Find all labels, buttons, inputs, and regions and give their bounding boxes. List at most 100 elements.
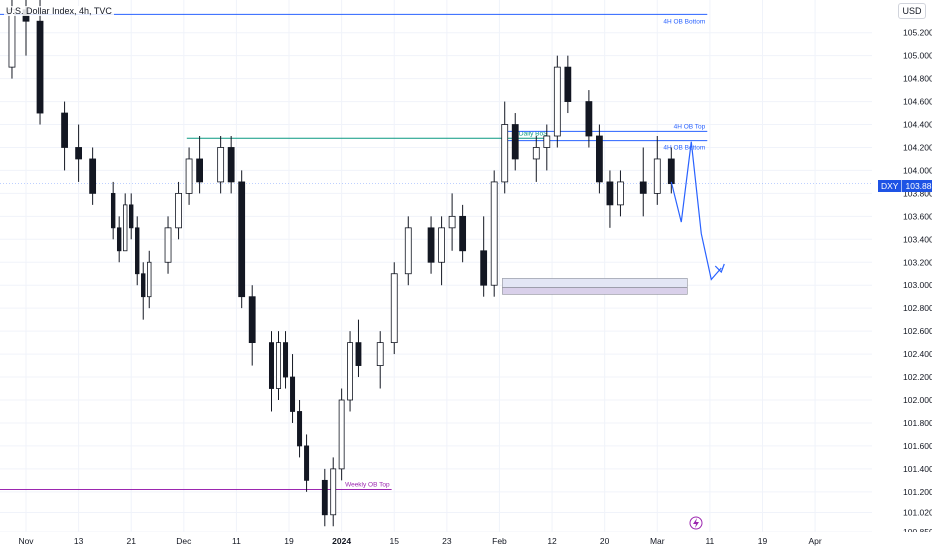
y-tick-label: 102.600 (903, 326, 932, 336)
candle-body (376, 342, 384, 366)
price-tag-symbol: DXY (878, 180, 902, 192)
candle-body (564, 66, 572, 102)
icon-layer (689, 516, 703, 530)
projection-path[interactable] (670, 141, 722, 281)
candle-body (653, 158, 661, 194)
plot-background (0, 0, 872, 532)
last-price-tag: DXY 103.885 (878, 180, 932, 192)
candle-body (238, 181, 246, 298)
candle-body (606, 181, 614, 206)
candle-body (129, 204, 134, 229)
candle-body (438, 227, 445, 263)
x-axis[interactable]: Nov 13 21 Dec 11 19 2024 15 23 Feb 12 20 Mar 11 19 Apr (0, 532, 932, 550)
candle-body (667, 158, 675, 185)
x-tick-label: 13 (74, 536, 84, 546)
candle-body (459, 215, 467, 252)
level-label: 4H OB Top (674, 123, 706, 130)
level-label: Daily BoS (519, 130, 548, 137)
candle-body (290, 376, 296, 412)
x-tick-label: 15 (390, 536, 400, 546)
candle-body (448, 215, 456, 229)
y-tick-label: 103.600 (903, 211, 932, 221)
candle-body (268, 342, 274, 389)
y-tick-label: 104.200 (903, 142, 932, 152)
arrow-icon (714, 263, 725, 274)
candle-body (147, 261, 152, 298)
candle-body (61, 112, 68, 148)
y-tick-label: 103.800 (903, 188, 932, 198)
y-tick-label: 101.800 (903, 418, 932, 428)
x-tick-label: Apr (808, 536, 821, 546)
x-tick-label: 12 (547, 536, 557, 546)
currency-button[interactable]: USD (898, 3, 926, 19)
candle-body (283, 342, 289, 378)
candle-body (135, 227, 140, 275)
candle-body (304, 445, 310, 481)
x-axis-background (0, 532, 932, 550)
y-tick-label: 105.200 (903, 28, 932, 38)
y-tick-label: 103.000 (903, 280, 932, 290)
symbol-title: U.S. Dollar Index, 4h, TVC (4, 6, 114, 16)
candle-body (355, 342, 362, 366)
candle-body (390, 273, 398, 344)
x-tick-label: 11 (705, 536, 714, 546)
y-tick-label: 103.400 (903, 234, 932, 244)
x-tick-label: 11 (232, 536, 241, 546)
projection-layer (670, 141, 725, 281)
y-tick-label: 104.800 (903, 74, 932, 84)
candle-body (297, 411, 303, 447)
x-tick-label: 23 (442, 536, 452, 546)
candle-body (617, 181, 624, 206)
candle-body (511, 124, 519, 160)
level-label: 4H OB Bottom (663, 145, 705, 152)
grid-layer (0, 0, 872, 533)
y-tick-label: 101.600 (903, 441, 932, 451)
y-tick-label: 104.400 (903, 120, 932, 130)
candle-body (248, 296, 256, 344)
candle-body (276, 342, 282, 389)
y-tick-label: 102.200 (903, 372, 932, 382)
candle-body (480, 250, 488, 286)
y-tick-label: 103.200 (903, 257, 932, 267)
candle-body (36, 20, 44, 114)
x-tick-label: 19 (758, 536, 768, 546)
candle-body (347, 342, 353, 401)
lightning-icon[interactable] (689, 516, 703, 530)
candle-body (227, 147, 235, 183)
ob-zone[interactable] (502, 278, 688, 288)
price-tag-value: 103.885 (901, 180, 932, 192)
candle-body (164, 227, 172, 263)
y-tick-label: 101.200 (903, 487, 932, 497)
x-tick-label: Nov (18, 536, 34, 546)
x-tick-label: 2024 (332, 536, 351, 546)
y-tick-label: 102.400 (903, 349, 932, 359)
y-tick-label: 102.800 (903, 303, 932, 313)
candle-body (639, 181, 647, 194)
candle-body (110, 192, 116, 229)
x-tick-label: Dec (176, 536, 192, 546)
x-tick-label: 21 (126, 536, 136, 546)
y-tick-label: 101.020 (903, 507, 932, 517)
candle-body (217, 147, 225, 183)
candle-body (427, 227, 435, 263)
candle-body (330, 468, 337, 516)
candle-body (596, 135, 603, 183)
ob-zone[interactable] (502, 287, 688, 295)
x-tick-label: 19 (284, 536, 294, 546)
level-label: 4H OB Bottom (663, 18, 705, 25)
candle-body (75, 147, 83, 160)
lightning-bolt-icon (693, 518, 699, 528)
candle-body (585, 101, 593, 137)
y-tick-label: 105.000 (903, 51, 932, 61)
candle-body (532, 147, 540, 160)
candle-body (175, 192, 182, 229)
candle-body (543, 135, 551, 148)
candle-body (338, 399, 345, 470)
candle-body (141, 273, 146, 298)
candle-body (404, 227, 412, 275)
candle-body (553, 66, 561, 137)
y-tick-label: 102.000 (903, 395, 932, 405)
y-axis[interactable]: 105.200 105.000 104.800 104.600 104.400 104.2… (872, 0, 932, 550)
